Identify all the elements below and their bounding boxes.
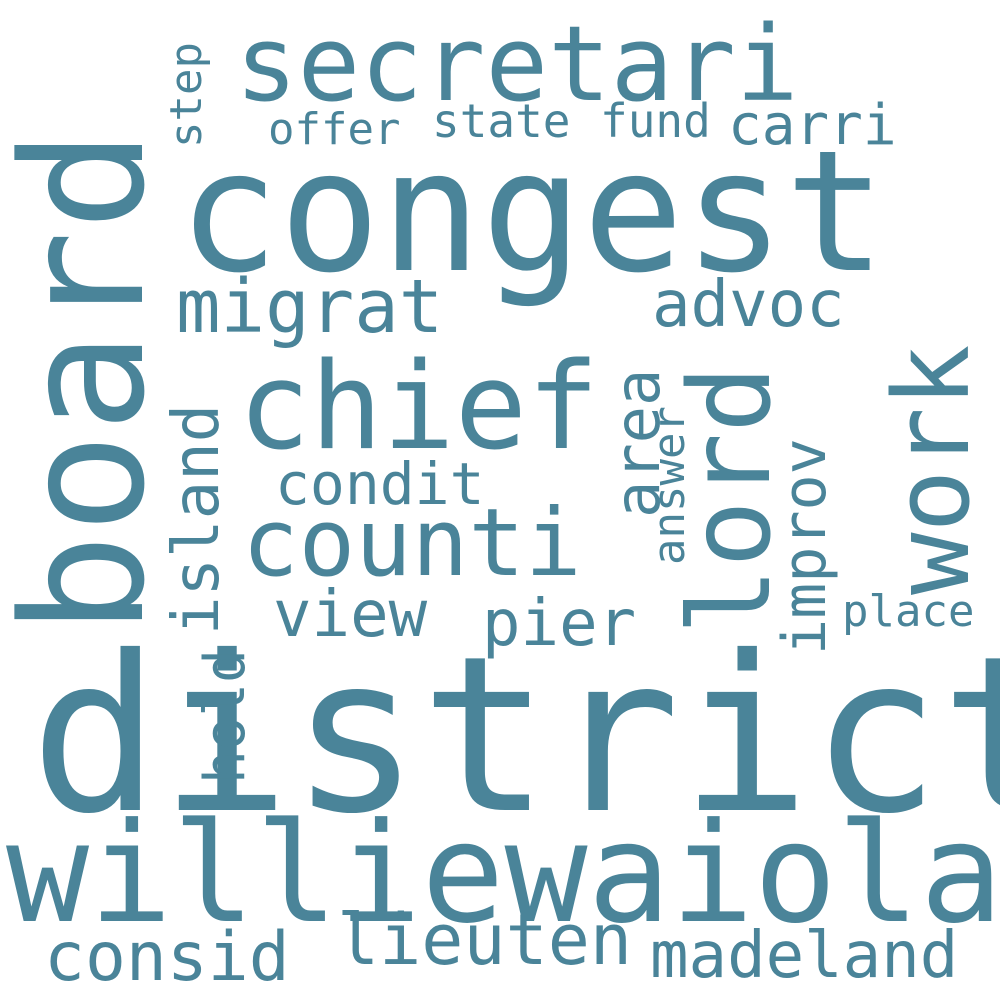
word-williewaiola: williewaiola [6, 793, 1000, 954]
word-view: view [273, 578, 428, 652]
word-counti: counti [242, 489, 582, 598]
word-carri: carri [728, 93, 897, 158]
word-district: district [30, 610, 1000, 861]
word-place: place [842, 586, 975, 637]
word-answer: answer [644, 406, 695, 565]
word-madeland: madeland [650, 919, 959, 993]
word-offer: offer [268, 104, 401, 155]
word-lieuten: lieuten [337, 899, 633, 981]
word-pier: pier [482, 587, 637, 661]
word-island: island [160, 403, 234, 635]
word-condit: condit [275, 450, 485, 518]
word-fund: fund [600, 94, 711, 148]
word-advoc: advoc [652, 268, 845, 342]
word-consid: consid [44, 918, 290, 997]
word-improv: improv [770, 438, 840, 655]
word-congest: congest [178, 114, 887, 310]
word-board: board [0, 129, 182, 635]
word-chief: chief [238, 338, 600, 477]
word-step: step [161, 42, 212, 148]
word-migrat: migrat [176, 264, 444, 350]
word-secretari: secretari [235, 3, 799, 125]
word-state: state [432, 94, 571, 148]
word-hold: hold [193, 649, 258, 784]
word-work: work [871, 344, 993, 595]
